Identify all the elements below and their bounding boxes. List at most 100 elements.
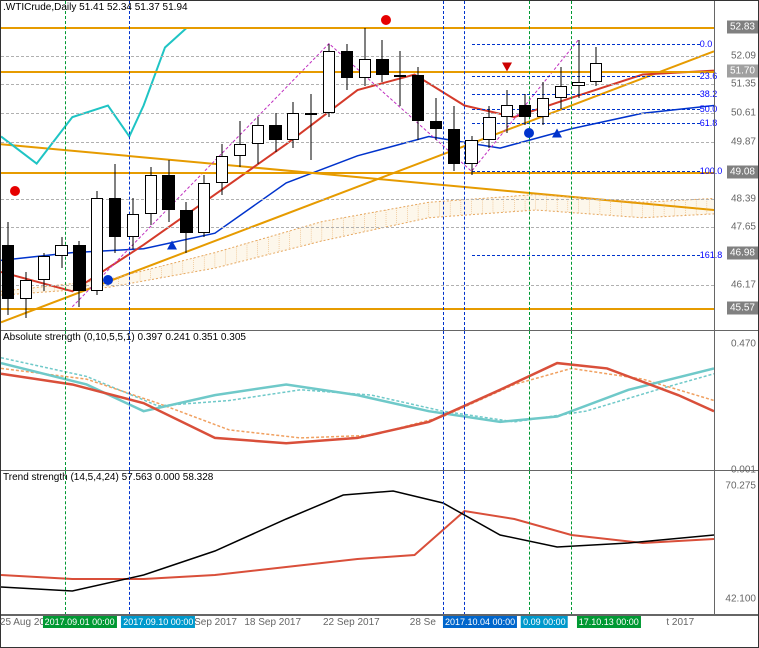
price-label: 47.65 xyxy=(731,222,756,233)
time-marker-line xyxy=(529,1,530,330)
candlestick xyxy=(161,160,175,222)
candlestick xyxy=(233,121,247,167)
signal-dot-icon xyxy=(10,186,20,196)
candlestick xyxy=(286,102,300,148)
grid-line xyxy=(1,285,714,286)
arrow-up-icon xyxy=(167,240,177,249)
candlestick xyxy=(571,40,585,98)
candlestick xyxy=(464,136,478,175)
fib-level xyxy=(472,76,700,77)
candlestick xyxy=(340,44,354,90)
price-label: 45.57 xyxy=(727,301,758,314)
candlestick xyxy=(322,44,336,118)
fib-level xyxy=(472,44,700,45)
resistance-line xyxy=(1,308,714,310)
candlestick xyxy=(375,40,389,83)
date-label: 22 Sep 2017 xyxy=(323,617,380,628)
time-marker-line xyxy=(443,471,444,615)
sub2-y-axis: 70.275 42.100 xyxy=(714,471,758,615)
candlestick xyxy=(536,82,550,125)
main-y-axis: 52.8352.0951.7051.3550.6149.8749.0848.39… xyxy=(714,1,758,330)
time-marker-line xyxy=(464,471,465,615)
time-marker-line xyxy=(529,331,530,470)
date-marker-box: 17.10.13 00:00 xyxy=(577,616,641,628)
time-marker-line xyxy=(464,331,465,470)
candlestick xyxy=(304,94,318,160)
candlestick xyxy=(197,175,211,237)
price-label: 50.61 xyxy=(731,107,756,118)
date-marker-box: 2017.09.10 00:00 xyxy=(121,616,195,628)
price-label: 52.09 xyxy=(731,50,756,61)
time-axis: 25 Aug 20 Sep 2017 18 Sep 2017 22 Sep 2017 2… xyxy=(1,614,758,647)
main-plot-area[interactable]: 0.023.638.250.061.8100.0161.8 xyxy=(1,1,714,330)
grid-line xyxy=(1,142,714,143)
candlestick xyxy=(554,67,568,110)
candlestick xyxy=(144,167,158,225)
candlestick xyxy=(268,113,282,152)
time-marker-line xyxy=(65,1,66,330)
candlestick xyxy=(429,98,443,141)
abs-strength-title: Absolute strength (0,10,5,5,1) 0.397 0.2… xyxy=(3,332,246,343)
sub2-plot-area[interactable] xyxy=(1,471,714,615)
signal-dot-icon xyxy=(524,128,534,138)
candlestick xyxy=(500,90,514,133)
candlestick xyxy=(482,106,496,149)
date-label: 25 Aug 20 xyxy=(0,617,45,628)
fib-label: 0.0 xyxy=(700,39,713,49)
time-marker-line xyxy=(571,331,572,470)
time-marker-line xyxy=(571,471,572,615)
time-marker-line xyxy=(65,471,66,615)
main-price-panel: .WTICrude,Daily 51.41 52.34 51.37 51.94 … xyxy=(1,1,758,331)
date-label: 28 Se xyxy=(410,617,436,628)
signal-dot-icon xyxy=(103,275,113,285)
chart-container: .WTICrude,Daily 51.41 52.34 51.37 51.94 … xyxy=(0,0,759,648)
candlestick xyxy=(393,51,407,105)
sub1-y-axis: 0.4700.001 xyxy=(714,331,758,470)
sub2-svg xyxy=(1,471,714,615)
candlestick xyxy=(358,28,372,86)
date-label: 18 Sep 2017 xyxy=(244,617,301,628)
time-marker-line xyxy=(443,1,444,330)
time-marker-line xyxy=(129,1,130,330)
date-label: Sep 2017 xyxy=(194,617,237,628)
indicator-label: 0.470 xyxy=(731,339,756,350)
ohlc-values: 51.41 52.34 51.37 51.94 xyxy=(79,2,187,13)
date-marker-box: 2017.09.01 00:00 xyxy=(43,616,117,628)
price-label: 51.35 xyxy=(731,79,756,90)
arrow-up-icon xyxy=(552,128,562,137)
candlestick xyxy=(37,253,51,292)
date-marker-box: 0.09 00:00 xyxy=(521,616,568,628)
candlestick xyxy=(54,237,68,268)
trend-strength-panel: Trend strength (14,5,4,24) 57.563 0.000 … xyxy=(1,471,758,616)
instrument-name: .WTICrude,Daily xyxy=(3,2,76,13)
time-marker-line xyxy=(443,331,444,470)
candlestick xyxy=(19,272,33,318)
candlestick xyxy=(411,67,425,141)
price-label: 48.39 xyxy=(731,193,756,204)
candlestick xyxy=(72,241,86,307)
instrument-title: .WTICrude,Daily 51.41 52.34 51.37 51.94 xyxy=(3,2,188,13)
time-marker-line xyxy=(129,471,130,615)
candlestick xyxy=(1,222,15,315)
signal-dot-icon xyxy=(381,15,391,25)
grid-line xyxy=(1,113,714,114)
price-label: 46.17 xyxy=(731,279,756,290)
date-label: t 2017 xyxy=(666,617,694,628)
price-label: 49.08 xyxy=(727,166,758,179)
candlestick xyxy=(447,106,461,172)
sub1-plot-area[interactable] xyxy=(1,331,714,470)
arrow-down-icon xyxy=(502,62,512,71)
candlestick xyxy=(215,144,229,194)
indicator-label: 42.100 xyxy=(725,593,756,604)
time-marker-line xyxy=(65,331,66,470)
trend-strength-title: Trend strength (14,5,4,24) 57.563 0.000 … xyxy=(3,472,213,483)
absolute-strength-panel: Absolute strength (0,10,5,5,1) 0.397 0.2… xyxy=(1,331,758,471)
date-marker-box: 2017.10.04 00:00 xyxy=(443,616,517,628)
price-label: 52.83 xyxy=(727,20,758,33)
price-label: 51.70 xyxy=(727,64,758,77)
candlestick xyxy=(251,117,265,163)
time-marker-line xyxy=(129,331,130,470)
indicator-label: 70.275 xyxy=(725,480,756,491)
sub1-svg xyxy=(1,331,714,470)
candlestick xyxy=(518,94,532,125)
